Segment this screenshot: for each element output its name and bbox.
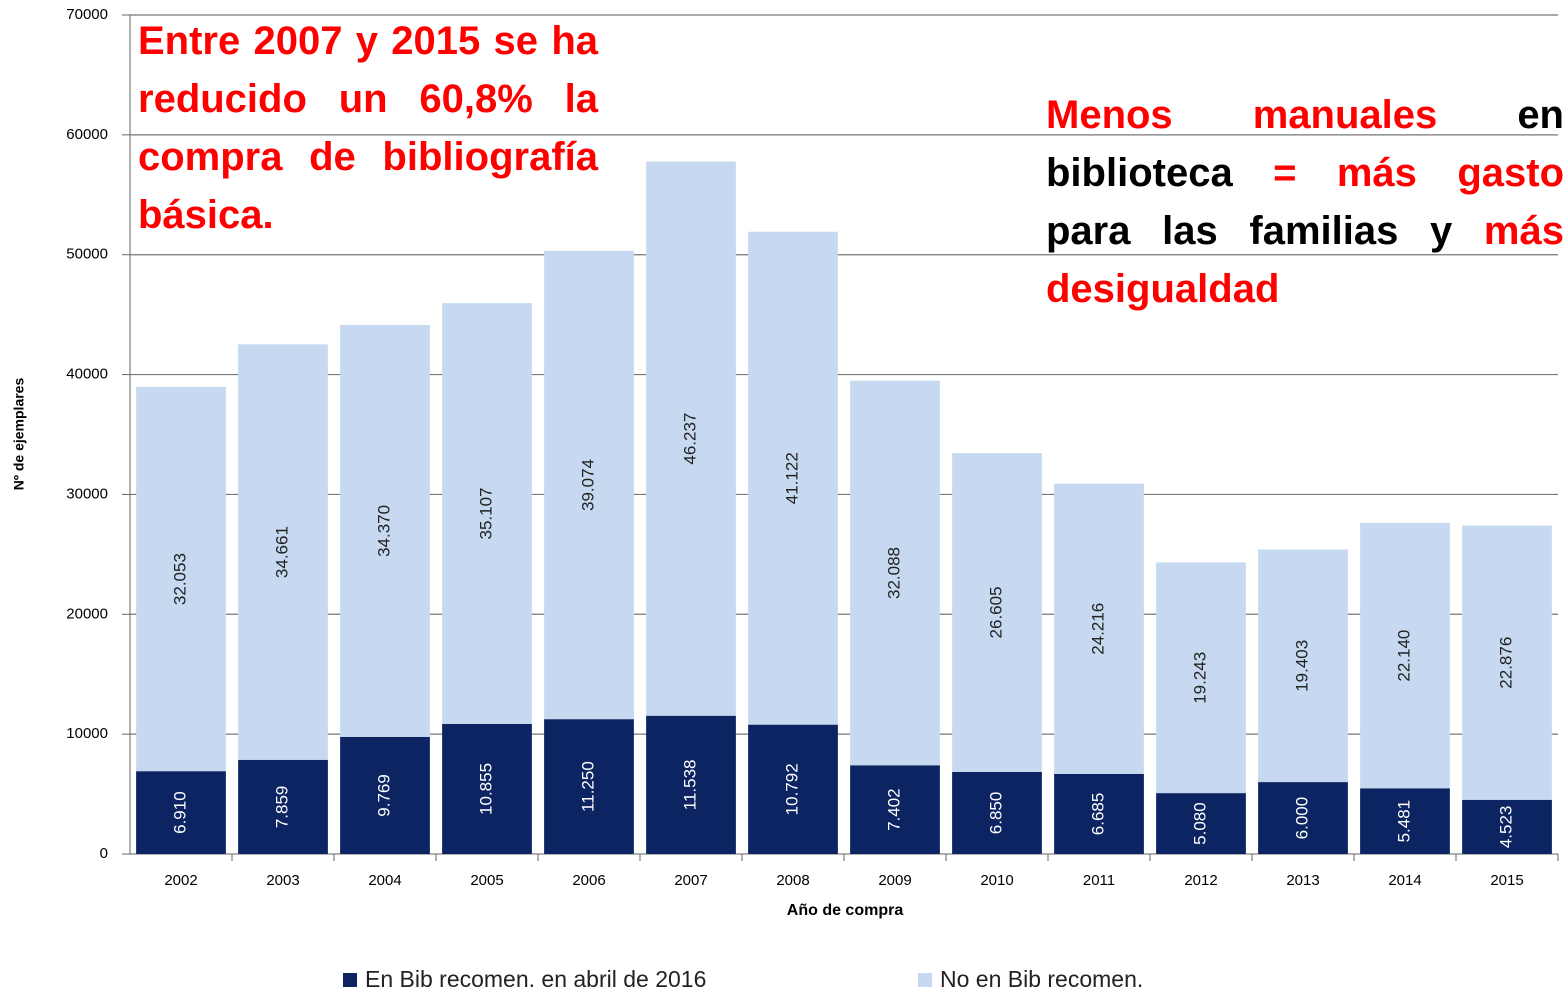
- bar-segment: [1258, 782, 1348, 854]
- bar-segment: [1156, 793, 1246, 854]
- data-label: 32.053: [170, 553, 189, 605]
- bar-segment: [850, 380, 940, 766]
- bar-segment: [1360, 788, 1450, 854]
- x-tick-label: 2014: [1388, 872, 1421, 889]
- bar-segment: [1054, 483, 1144, 774]
- data-label: 10.855: [476, 763, 495, 815]
- bar-segment: [238, 344, 328, 760]
- data-label: 4.523: [1496, 806, 1515, 849]
- x-tick-label: 2005: [470, 872, 503, 889]
- bar-segment: [748, 724, 838, 854]
- data-label: 26.605: [986, 586, 1005, 638]
- x-tick-label: 2003: [266, 872, 299, 889]
- x-tick-label: 2011: [1083, 872, 1115, 889]
- y-tick-label: 40000: [66, 366, 108, 383]
- data-label: 19.403: [1292, 640, 1311, 692]
- bar-segment: [1258, 549, 1348, 783]
- annotation-text: para las familias y: [1046, 209, 1453, 253]
- bar-segment: [544, 719, 634, 854]
- y-tick-label: 10000: [66, 725, 108, 742]
- legend-label: En Bib recomen. en abril de 2016: [365, 966, 706, 992]
- x-tick-label: 2002: [164, 872, 197, 889]
- bar-segment: [1462, 799, 1552, 854]
- data-label: 34.661: [272, 526, 291, 578]
- annotation-text: más desigualdad: [1046, 209, 1564, 311]
- data-label: 5.481: [1394, 800, 1413, 843]
- data-label: 35.107: [476, 488, 495, 540]
- data-label: 7.859: [272, 786, 291, 829]
- bar-segment: [442, 723, 532, 854]
- x-tick-label: 2012: [1184, 872, 1217, 889]
- data-label: 6.850: [986, 792, 1005, 835]
- data-label: 9.769: [374, 774, 393, 817]
- data-label: 6.000: [1292, 797, 1311, 840]
- y-tick-label: 30000: [66, 485, 108, 502]
- data-label: 41.122: [782, 452, 801, 504]
- bar-segment: [238, 759, 328, 854]
- y-tick-label: 0: [100, 845, 108, 862]
- data-label: 11.538: [680, 759, 699, 810]
- bar-segment: [1462, 525, 1552, 800]
- x-tick-label: 2006: [572, 872, 605, 889]
- bar-segment: [748, 231, 838, 725]
- x-tick-label: 2004: [368, 872, 401, 889]
- data-label: 6.910: [170, 791, 189, 834]
- y-tick-label: 60000: [66, 126, 108, 143]
- data-label: 24.216: [1088, 603, 1107, 655]
- annotation-text: Entre 2007 y 2015 se ha reducido un 60,8…: [138, 19, 598, 237]
- annotation: Menos manuales en biblioteca = más gasto…: [1046, 86, 1564, 318]
- data-label: 10.792: [782, 763, 801, 815]
- annotation: Entre 2007 y 2015 se ha reducido un 60,8…: [138, 12, 598, 244]
- bar-segment: [850, 765, 940, 854]
- x-tick-label: 2015: [1490, 872, 1523, 889]
- x-tick-label: 2008: [776, 872, 809, 889]
- data-label: 39.074: [578, 459, 597, 511]
- x-tick-label: 2007: [674, 872, 707, 889]
- data-label: 7.402: [884, 788, 903, 831]
- x-axis-title: Año de compra: [787, 902, 904, 919]
- y-tick-label: 50000: [66, 246, 108, 263]
- y-tick-label: 20000: [66, 605, 108, 622]
- data-label: 19.243: [1190, 652, 1209, 704]
- bar-segment: [952, 453, 1042, 772]
- y-tick-label: 70000: [66, 6, 108, 23]
- data-label: 46.237: [680, 413, 699, 465]
- annotation-text: en biblioteca: [1046, 93, 1564, 195]
- data-label: 6.685: [1088, 793, 1107, 836]
- bar-segment: [340, 736, 430, 854]
- data-label: 22.140: [1394, 630, 1413, 682]
- data-label: 32.088: [884, 547, 903, 599]
- data-label: 5.080: [1190, 802, 1209, 845]
- annotation-text: Menos manuales: [1046, 93, 1438, 137]
- legend-swatch: [343, 973, 357, 987]
- x-tick-label: 2009: [878, 872, 911, 889]
- y-axis-title: Nº de ejemplares: [11, 378, 27, 491]
- x-tick-label: 2013: [1286, 872, 1319, 889]
- bar-segment: [136, 771, 226, 854]
- bar-segment: [952, 771, 1042, 854]
- bar-segment: [442, 303, 532, 724]
- bar-segment: [544, 250, 634, 720]
- bar-segment: [1360, 522, 1450, 789]
- data-label: 11.250: [578, 761, 597, 812]
- data-label: 34.370: [374, 505, 393, 557]
- bar-segment: [136, 387, 226, 772]
- bar-segment: [646, 161, 736, 716]
- x-tick-label: 2010: [980, 872, 1013, 889]
- bar-segment: [1054, 773, 1144, 854]
- bar-segment: [646, 715, 736, 854]
- legend-label: No en Bib recomen.: [940, 966, 1143, 992]
- bar-segment: [1156, 562, 1246, 794]
- bar-segment: [340, 324, 430, 737]
- data-label: 22.876: [1496, 637, 1515, 689]
- annotation-text: = más gasto: [1273, 151, 1564, 195]
- legend-swatch: [918, 973, 932, 987]
